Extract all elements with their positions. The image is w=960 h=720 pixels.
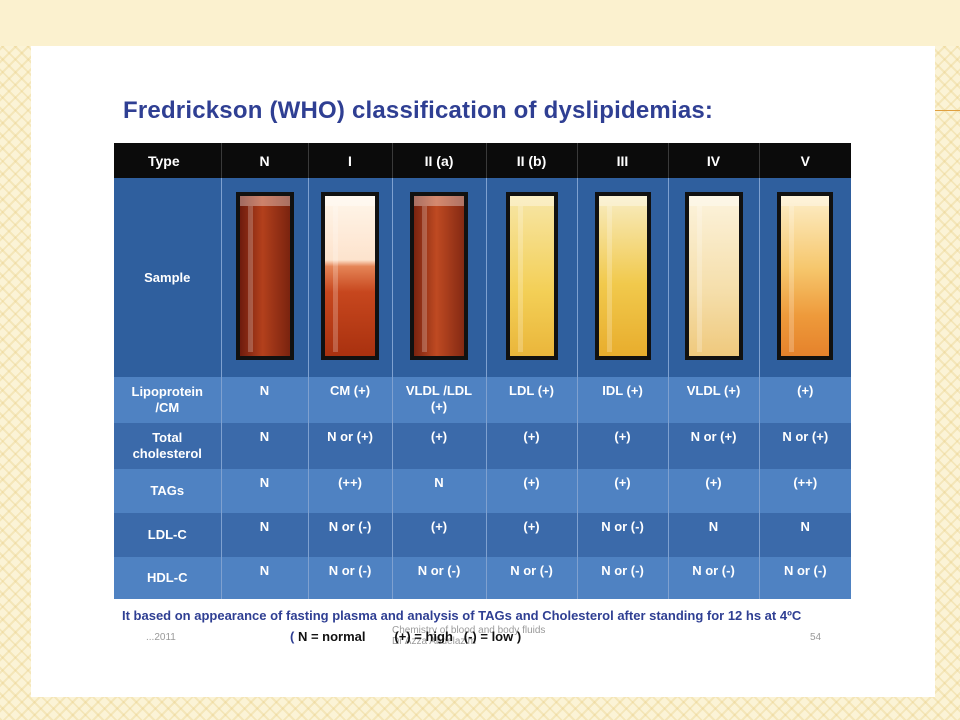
sample-cell-i [308,178,393,377]
plasma-tube-i [321,191,379,360]
cell-iia: (+) [392,513,487,557]
legend-close-paren: ) [516,629,522,644]
row-label: LDL-C [114,513,222,557]
cell-iia: N or (-) [392,557,487,599]
legend: ( N = normal (+) = high (-) = low ) [290,629,521,644]
plasma-tube-v [777,191,834,360]
plasma-tube-n [235,191,294,360]
sample-label: Sample [114,178,222,377]
background-top-band [0,0,960,46]
sample-row: Sample [114,178,851,377]
sample-cell-iib [486,178,578,377]
legend-normal: N = normal [297,629,366,644]
header-i: I [308,143,393,178]
cell-iia: N [392,469,487,513]
header-row: Type N I II (a) II (b) III IV V [114,143,851,178]
footer-course: Chemistry of blood and body fluids Dr Az… [392,625,545,647]
cell-v: N [759,513,851,557]
sample-cell-v [759,178,851,377]
sample-cell-n [221,178,309,377]
table-row: Total cholesterol N N or (+) (+) (+) (+) N or (… [114,423,851,469]
cell-iii: (+) [577,423,669,469]
cell-v: (++) [759,469,851,513]
cell-iib: LDL (+) [486,377,578,423]
header-type: Type [114,143,222,178]
cell-iii: (+) [577,469,669,513]
legend-open-paren: ( [290,629,295,644]
table-row: Lipoprotein/CM N CM (+) VLDL /LDL (+) LDL (+)… [114,377,851,423]
cell-iv: N [668,513,760,557]
row-label: Lipoprotein/CM [114,377,222,423]
accent-line [935,110,960,111]
cell-iib: (+) [486,423,578,469]
sample-cell-iii [577,178,669,377]
footer-course-title: Chemistry of blood and body fluids [392,625,546,636]
cell-iib: N or (-) [486,557,578,599]
slide-title: Fredrickson (WHO) classification of dysl… [123,97,714,124]
cell-v: N or (+) [759,423,851,469]
header-iv: IV [668,143,760,178]
table-row: TAGs N (++) N (+) (+) (+) (++) [114,469,851,513]
header-n: N [221,143,309,178]
footnote: It based on appearance of fasting plasma… [122,608,802,623]
cell-n: N [221,557,309,599]
cell-iv: N or (-) [668,557,760,599]
cell-n: N [221,513,309,557]
cell-iib: (+) [486,513,578,557]
cell-iv: VLDL (+) [668,377,760,423]
footer-date: ...2011 [146,632,176,643]
cell-v: N or (-) [759,557,851,599]
table-row: LDL-C N N or (-) (+) (+) N or (-) N N [114,513,851,557]
cell-n: N [221,423,309,469]
table-row: HDL-C N N or (-) N or (-) N or (-) N or (-) N … [114,557,851,599]
cell-iib: (+) [486,469,578,513]
cell-i: N or (-) [308,513,393,557]
legend-low: (-) = low [463,629,514,644]
cell-iv: (+) [668,469,760,513]
header-iia: II (a) [392,143,487,178]
footer-author: Dr Azza Abdelazim [392,636,476,647]
legend-high: (+) = high [394,629,453,644]
sample-cell-iia [392,178,487,377]
cell-i: (++) [308,469,393,513]
plasma-tube-iia [410,191,468,360]
cell-i: N or (-) [308,557,393,599]
header-iii: III [577,143,669,178]
plasma-tube-iib [505,191,558,360]
row-label: Total cholesterol [114,423,222,469]
cell-iia: VLDL /LDL (+) [392,377,487,423]
dyslipidemia-table: Type N I II (a) II (b) III IV V Sample L… [114,143,851,599]
cell-n: N [221,377,309,423]
plasma-tube-iv [684,191,743,360]
cell-iii: N or (-) [577,557,669,599]
sample-cell-iv [668,178,760,377]
cell-iii: N or (-) [577,513,669,557]
cell-iii: IDL (+) [577,377,669,423]
row-label: HDL-C [114,557,222,599]
data-rows: Lipoprotein/CM N CM (+) VLDL /LDL (+) LDL (+)… [114,377,851,599]
header-iib: II (b) [486,143,578,178]
cell-v: (+) [759,377,851,423]
cell-n: N [221,469,309,513]
cell-i: CM (+) [308,377,393,423]
footer-page-number: 54 [810,632,822,643]
cell-i: N or (+) [308,423,393,469]
cell-iv: N or (+) [668,423,760,469]
plasma-tube-iii [594,191,651,360]
row-label: TAGs [114,469,222,513]
cell-iia: (+) [392,423,487,469]
header-v: V [759,143,851,178]
